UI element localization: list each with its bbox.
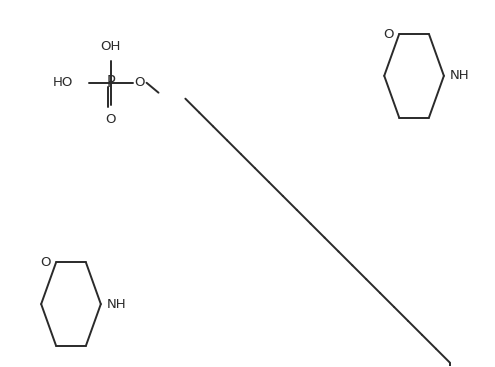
Text: O: O	[105, 113, 116, 126]
Text: HO: HO	[52, 76, 73, 89]
Text: NH: NH	[450, 69, 469, 82]
Text: O: O	[134, 76, 145, 89]
Text: NH: NH	[107, 298, 126, 310]
Text: P: P	[106, 75, 115, 90]
Text: OH: OH	[100, 40, 121, 53]
Text: O: O	[384, 28, 394, 41]
Text: O: O	[41, 256, 51, 269]
